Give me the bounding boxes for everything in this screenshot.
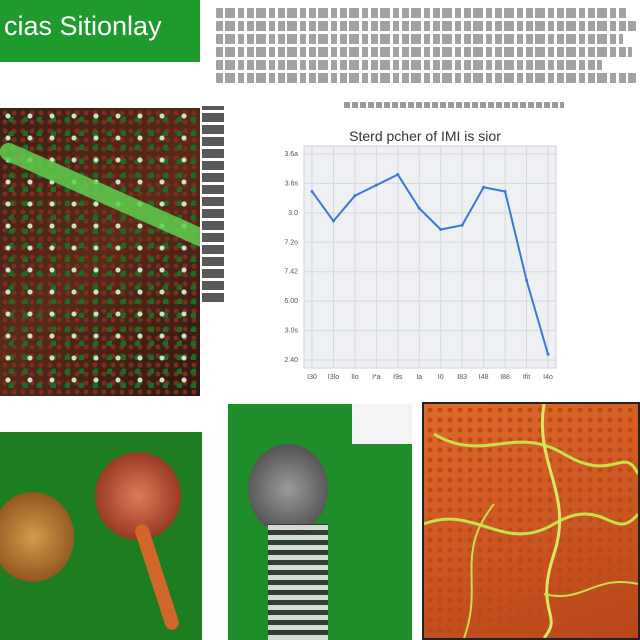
- line-chart: 3.6a3.6s3.07.2o7.426.003.0s2.40 I30 I3lo I…: [284, 145, 557, 381]
- x-axis-ticks: I30 I3lo Ilo I*a I9s Ia I0 I83 I48 I88 Ifit I4o: [307, 374, 553, 381]
- intro-text-block: [216, 8, 636, 94]
- vein-lines: [424, 404, 638, 638]
- x-tick-label: Ilo: [351, 374, 359, 381]
- fiber-streak: [0, 139, 200, 255]
- text-line: [216, 34, 624, 44]
- banner-title: cias Sitionlay: [4, 11, 162, 41]
- y-tick-label: 2.40: [284, 357, 298, 364]
- data-point: [396, 173, 400, 177]
- skeleton-ribcage: [268, 524, 328, 640]
- x-tick-label: I*a: [372, 374, 381, 381]
- data-point: [331, 219, 335, 223]
- data-point: [460, 223, 464, 227]
- text-line: [216, 60, 603, 70]
- x-tick-label: I4o: [543, 374, 553, 381]
- y-tick-label: 7.42: [284, 269, 298, 276]
- vertical-side-label: [202, 106, 224, 302]
- y-tick-label: 3.0s: [285, 328, 299, 335]
- chart-title: Sterd pcher of IMI is sior: [349, 128, 501, 144]
- y-tick-label: 7.2o: [284, 239, 298, 246]
- image-inset-box: [352, 404, 412, 444]
- data-point: [310, 189, 314, 193]
- text-line: [216, 47, 632, 57]
- chart-caption: [344, 102, 564, 108]
- mushroom-illustration-image: [0, 432, 202, 640]
- skeleton-head: [248, 444, 328, 534]
- x-tick-label: I0: [438, 374, 444, 381]
- data-point: [546, 352, 550, 356]
- x-tick-label: Ifit: [523, 374, 530, 381]
- header-banner: cias Sitionlay: [0, 0, 200, 62]
- text-line: [216, 21, 636, 31]
- mushroom-cap-left: [0, 492, 74, 582]
- vein-texture-image: [422, 402, 640, 640]
- x-tick-label: I3lo: [328, 374, 339, 381]
- x-tick-label: I88: [500, 374, 510, 381]
- text-line: [216, 8, 628, 18]
- x-tick-label: Ia: [416, 374, 422, 381]
- series-line: [311, 173, 549, 355]
- data-point: [353, 194, 357, 198]
- y-tick-label: 6.00: [284, 298, 298, 305]
- data-point: [482, 185, 486, 189]
- data-point: [417, 206, 421, 210]
- plot-area: [303, 145, 557, 369]
- x-tick-label: I48: [479, 374, 489, 381]
- cell-micrograph-image: [0, 108, 200, 396]
- mushroom-stem: [133, 522, 181, 632]
- data-point: [525, 278, 529, 282]
- data-point: [439, 228, 443, 232]
- y-tick-label: 3.0: [288, 210, 298, 217]
- x-tick-label: I30: [307, 374, 317, 381]
- y-tick-label: 3.6a: [284, 151, 298, 158]
- y-tick-label: 3.6s: [285, 180, 299, 187]
- data-point: [374, 183, 378, 187]
- y-axis-ticks: 3.6a 3.6s 3.0 7.2o 7.42 6.00 3.0s 2.40: [284, 151, 298, 364]
- text-line: [216, 73, 636, 83]
- grid-lines: [304, 146, 556, 368]
- x-tick-label: I9s: [393, 374, 403, 381]
- x-tick-label: I83: [457, 374, 467, 381]
- data-point: [503, 189, 507, 193]
- skeleton-illustration-image: [228, 404, 412, 640]
